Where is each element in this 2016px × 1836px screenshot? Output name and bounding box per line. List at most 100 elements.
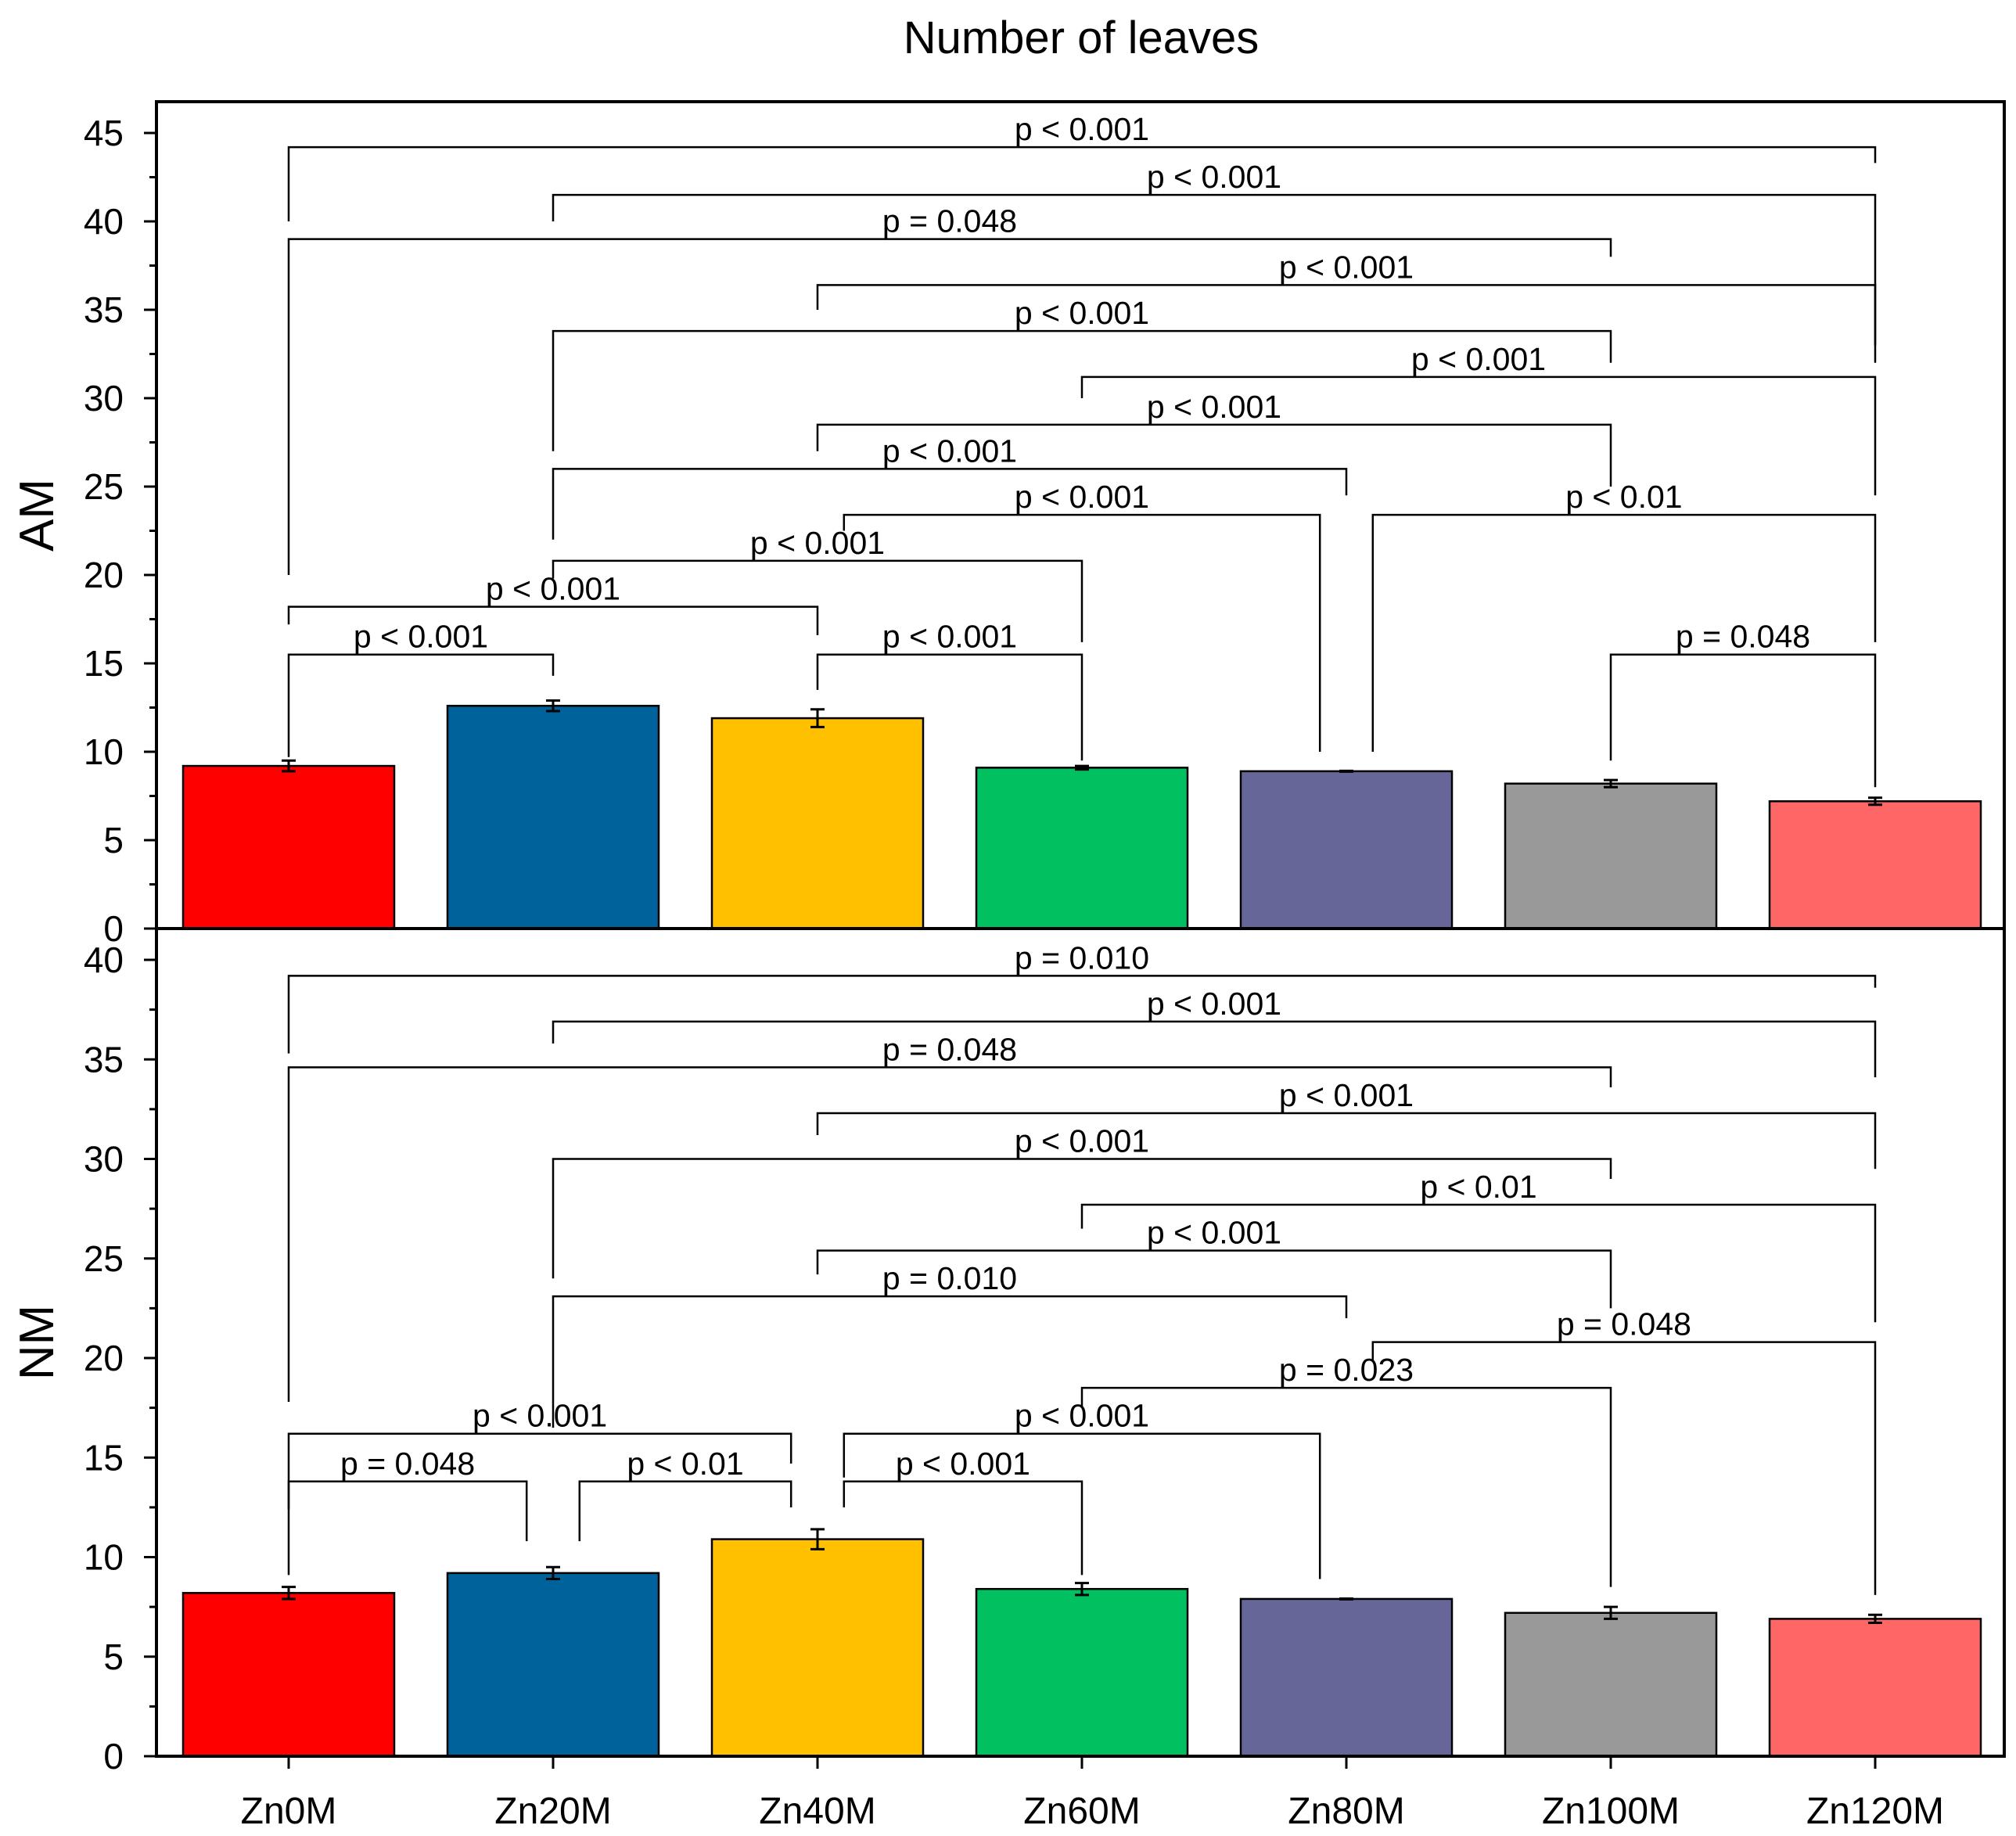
am-bar-5 bbox=[1504, 782, 1718, 930]
am-bracket-8 bbox=[843, 513, 1321, 752]
am-bracket-13 bbox=[816, 653, 1083, 761]
significance-brackets-layer bbox=[287, 146, 1877, 1595]
nm-pvalue-label-14: p < 0.001 bbox=[896, 1446, 1030, 1482]
nm-panel-frame bbox=[155, 927, 2006, 1758]
am-y-tick-label: 45 bbox=[84, 113, 124, 153]
nm-bracket-5 bbox=[1080, 1203, 1877, 1323]
nm-bar-1 bbox=[446, 1572, 660, 1758]
nm-y-tick-label: 5 bbox=[103, 1637, 124, 1677]
am-y-tick-label: 35 bbox=[84, 289, 124, 330]
nm-pvalue-label-1: p < 0.001 bbox=[1147, 986, 1281, 1022]
am-y-tick-label: 15 bbox=[84, 643, 124, 684]
am-pvalue-label-1: p < 0.001 bbox=[1147, 159, 1281, 195]
x-category-label-0: Zn0M bbox=[241, 1791, 337, 1832]
nm-pvalue-label-2: p = 0.048 bbox=[882, 1031, 1017, 1067]
axes-layer bbox=[144, 100, 2006, 1769]
am-bracket-5 bbox=[1080, 375, 1877, 496]
nm-bar-6 bbox=[1768, 1618, 1982, 1758]
am-bracket-4 bbox=[552, 329, 1612, 451]
nm-bar-3 bbox=[975, 1587, 1189, 1758]
nm-pvalue-label-12: p = 0.048 bbox=[340, 1446, 475, 1482]
x-category-label-5: Zn100M bbox=[1542, 1791, 1680, 1832]
am-y-tick-label: 20 bbox=[84, 555, 124, 595]
am-pvalue-label-14: p = 0.048 bbox=[1676, 619, 1810, 655]
am-bracket-2 bbox=[287, 238, 1612, 575]
nm-pvalue-label-8: p = 0.048 bbox=[1557, 1306, 1691, 1342]
am-bracket-7 bbox=[552, 468, 1348, 540]
nm-bracket-11 bbox=[843, 1432, 1321, 1579]
nm-bracket-6 bbox=[816, 1249, 1612, 1309]
nm-bar-5 bbox=[1504, 1611, 1718, 1758]
nm-bracket-13 bbox=[578, 1480, 792, 1542]
am-bracket-6 bbox=[816, 423, 1612, 487]
nm-pvalue-label-3: p < 0.001 bbox=[1279, 1077, 1414, 1113]
bars-layer bbox=[181, 699, 1982, 1758]
nm-pvalue-label-11: p < 0.001 bbox=[1015, 1398, 1149, 1434]
nm-bar-2 bbox=[710, 1538, 925, 1758]
nm-bracket-8 bbox=[1371, 1341, 1877, 1595]
nm-y-axis-label: NM bbox=[10, 1305, 64, 1380]
am-bar-3 bbox=[975, 767, 1189, 930]
nm-y-tick-label: 15 bbox=[84, 1437, 124, 1478]
nm-pvalue-label-6: p < 0.001 bbox=[1147, 1215, 1281, 1251]
x-category-label-1: Zn20M bbox=[494, 1791, 611, 1832]
nm-pvalue-label-9: p = 0.023 bbox=[1279, 1352, 1414, 1388]
am-pvalue-label-4: p < 0.001 bbox=[1015, 295, 1149, 331]
am-pvalue-label-3: p < 0.001 bbox=[1279, 249, 1414, 285]
am-bracket-1 bbox=[552, 193, 1877, 346]
x-category-label-3: Zn60M bbox=[1023, 1791, 1140, 1832]
am-y-tick-label: 40 bbox=[84, 201, 124, 242]
nm-bracket-3 bbox=[816, 1112, 1877, 1170]
am-bar-0 bbox=[181, 764, 396, 930]
nm-pvalue-label-5: p < 0.01 bbox=[1420, 1169, 1536, 1205]
am-pvalue-label-6: p < 0.001 bbox=[1147, 389, 1281, 425]
am-pvalue-label-0: p < 0.001 bbox=[1015, 111, 1149, 147]
nm-y-tick-label: 25 bbox=[84, 1238, 124, 1279]
nm-y-tick-label: 40 bbox=[84, 940, 124, 980]
nm-bracket-9 bbox=[1080, 1386, 1612, 1587]
nm-pvalue-label-13: p < 0.01 bbox=[627, 1446, 743, 1482]
am-pvalue-label-12: p < 0.001 bbox=[354, 619, 488, 655]
nm-bracket-7 bbox=[552, 1295, 1348, 1428]
nm-bracket-14 bbox=[843, 1480, 1083, 1576]
am-bracket-3 bbox=[816, 284, 1877, 363]
nm-bracket-0 bbox=[287, 975, 1877, 1054]
nm-y-tick-label: 0 bbox=[103, 1736, 124, 1777]
am-bracket-14 bbox=[1609, 653, 1877, 788]
nm-bracket-12 bbox=[287, 1480, 528, 1576]
am-bracket-12 bbox=[287, 653, 555, 757]
x-category-label-6: Zn120M bbox=[1806, 1791, 1944, 1832]
am-bar-2 bbox=[710, 717, 925, 930]
nm-bracket-4 bbox=[552, 1158, 1612, 1279]
am-bar-6 bbox=[1768, 800, 1982, 930]
am-bar-1 bbox=[446, 704, 660, 930]
am-pvalue-label-10: p < 0.001 bbox=[750, 525, 885, 561]
nm-y-tick-label: 35 bbox=[84, 1039, 124, 1080]
am-pvalue-label-8: p < 0.001 bbox=[1015, 479, 1149, 515]
nm-bar-0 bbox=[181, 1592, 396, 1758]
am-y-tick-label: 5 bbox=[103, 820, 124, 861]
nm-pvalue-label-0: p = 0.010 bbox=[1015, 940, 1149, 975]
am-bracket-9 bbox=[1371, 513, 1877, 752]
nm-bracket-1 bbox=[552, 1020, 1877, 1078]
am-bar-4 bbox=[1239, 770, 1454, 930]
nm-y-tick-label: 10 bbox=[84, 1537, 124, 1578]
am-pvalue-label-5: p < 0.001 bbox=[1411, 341, 1546, 377]
chart-title: Number of leaves bbox=[904, 13, 1260, 63]
am-y-tick-label: 0 bbox=[103, 908, 124, 949]
nm-y-tick-label: 20 bbox=[84, 1338, 124, 1378]
am-pvalue-label-7: p < 0.001 bbox=[882, 433, 1017, 469]
am-pvalue-label-13: p < 0.001 bbox=[882, 619, 1017, 655]
nm-pvalue-label-10: p < 0.001 bbox=[473, 1398, 607, 1434]
labels-layer: p < 0.001 p < 0.001 p = 0.048 p < 0.001 p < … bbox=[10, 111, 1944, 1832]
am-pvalue-label-11: p < 0.001 bbox=[486, 571, 620, 607]
am-y-tick-label: 10 bbox=[84, 731, 124, 772]
am-bracket-11 bbox=[287, 605, 819, 635]
nm-bar-4 bbox=[1239, 1597, 1454, 1758]
nm-pvalue-label-4: p < 0.001 bbox=[1015, 1123, 1149, 1159]
am-y-tick-label: 30 bbox=[84, 378, 124, 419]
am-y-tick-label: 25 bbox=[84, 466, 124, 507]
am-bracket-10 bbox=[552, 559, 1083, 642]
am-bracket-0 bbox=[287, 146, 1877, 221]
